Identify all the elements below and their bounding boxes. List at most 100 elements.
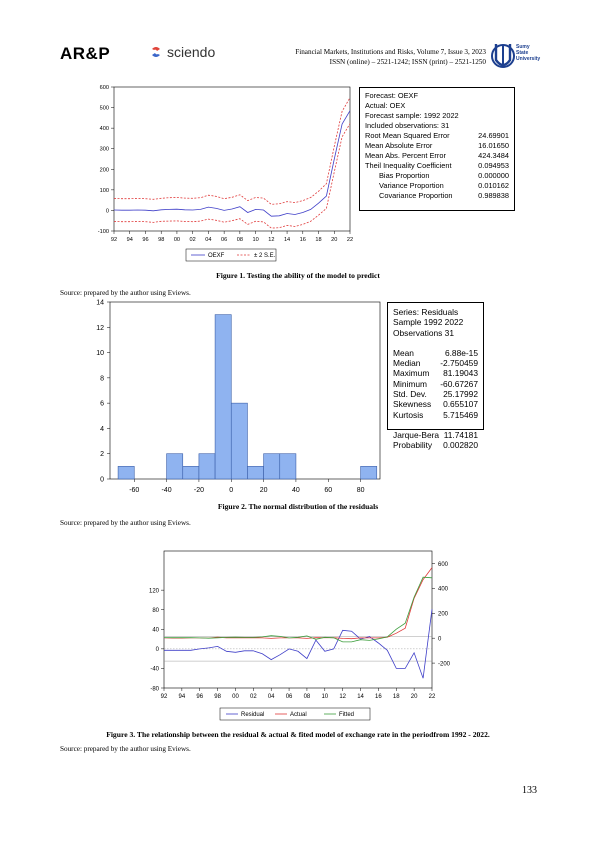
residual-stat-row: Jarque-Bera 11.74181 (393, 430, 478, 440)
stat-label: Std. Dev. (393, 389, 427, 400)
stat-label: Median (393, 358, 421, 369)
x-tick-label: 18 (393, 694, 400, 700)
x-tick-label: 96 (196, 694, 203, 700)
stat-value: 0.989838 (478, 191, 509, 200)
x-tick-label: 98 (214, 694, 221, 700)
y-tick-label: 0 (106, 208, 109, 214)
x-tick-label: 02 (190, 237, 196, 243)
left-y-tick-label: 80 (152, 608, 159, 614)
x-tick-label: -60 (129, 487, 139, 494)
histogram-bar (182, 466, 200, 480)
legend-label: ± 2 S.E. (254, 253, 276, 259)
y-tick-label: 600 (100, 85, 109, 91)
figure1-caption: Figure 1. Testing the ability of the mod… (216, 271, 380, 280)
figure1-source: Source: prepared by the author using Evi… (60, 289, 191, 297)
y-tick-label: 2 (100, 451, 104, 458)
journal-title-line: Financial Markets, Institutions and Risk… (295, 48, 486, 56)
left-y-tick-label: -80 (150, 686, 159, 692)
forecast-info-line: Forecast sample: 1992 2022 (365, 111, 459, 120)
histogram-bar (279, 453, 297, 480)
stat-label: Root Mean Squared Error (365, 131, 450, 140)
histogram-bar (263, 453, 281, 480)
x-tick-label: 0 (229, 487, 233, 494)
x-tick-label: 22 (429, 694, 436, 700)
left-y-tick-label: 120 (149, 588, 160, 594)
sciendo-logo: sciendo (149, 44, 215, 60)
right-y-tick-label: 200 (438, 612, 449, 618)
y-tick-label: 8 (100, 375, 104, 382)
series-info-line: Series: Residuals (393, 307, 459, 317)
x-tick-label: 02 (250, 694, 257, 700)
y-tick-label: 500 (100, 106, 109, 112)
y-tick-label: 10 (96, 350, 104, 357)
forecast-info-line: Actual: OEX (365, 101, 406, 110)
university-emblem-icon (491, 44, 515, 68)
x-tick-label: 18 (315, 237, 321, 243)
right-y-tick-label: 600 (438, 562, 449, 568)
histogram-bar (360, 466, 378, 480)
x-tick-label: 92 (161, 694, 168, 700)
arp-logo: AR&P (60, 44, 111, 63)
legend-label: OEXF (208, 253, 225, 259)
stat-label: Maximum (393, 368, 430, 379)
stat-label: Skewness (393, 399, 432, 410)
page-number: 133 (522, 785, 537, 796)
stat-label: Covariance Proportion (379, 191, 453, 200)
figure2-chart: 0 2 4 6 8 10 12 14 -60 -40 -20 0 20 40 60 80 (96, 300, 381, 494)
forecast-info-line: Included observations: 31 (365, 121, 450, 130)
stat-value: 0.010162 (478, 181, 509, 190)
y-tick-label: 14 (96, 300, 104, 307)
x-tick-label: 96 (142, 237, 148, 243)
x-tick-label: 20 (411, 694, 418, 700)
figure2-stats-box: Series: Residuals Sample 1992 2022 Observa… (387, 302, 484, 450)
x-tick-label: 04 (205, 237, 211, 243)
x-tick-label: 98 (158, 237, 164, 243)
university-name: Sumy State University (516, 44, 540, 62)
stat-value: 5.715469 (443, 409, 478, 420)
stat-label: Mean Absolute Error (365, 141, 433, 150)
series-info-line: Observations 31 (393, 327, 454, 338)
forecast-info-line: Forecast: OEXF (365, 91, 418, 100)
left-y-tick-label: 0 (156, 647, 160, 653)
histogram-bar (214, 314, 232, 480)
x-tick-label: 60 (324, 487, 332, 494)
x-tick-label: 00 (174, 237, 180, 243)
y-tick-label: 100 (100, 188, 109, 194)
x-tick-label: 08 (304, 694, 311, 700)
legend-box (185, 248, 277, 262)
sciendo-icon (152, 47, 160, 57)
stat-value: 424.3484 (478, 151, 509, 160)
x-tick-label: 40 (292, 487, 300, 494)
figure2-caption: Figure 2. The normal distribution of the… (217, 502, 379, 511)
plot-frame (113, 86, 351, 232)
legend-box (219, 707, 371, 721)
x-tick-label: 14 (284, 237, 290, 243)
histogram-bar (230, 402, 248, 480)
stat-label: Kurtosis (393, 409, 424, 420)
y-tick-label: 12 (96, 325, 104, 332)
residual-stat-row: Probability 0.002820 (393, 440, 478, 450)
series-info-line: Sample 1992 2022 (393, 317, 464, 328)
university-name-line-2: State (516, 50, 529, 56)
university-name-line-1: Sumy (516, 44, 530, 50)
series-line-residual (164, 609, 433, 679)
plot-frame (163, 550, 433, 689)
y-tick-label: 6 (100, 401, 104, 408)
x-tick-label: 80 (357, 487, 365, 494)
y-tick-label: 400 (100, 126, 109, 132)
stat-label: Minimum (393, 378, 427, 389)
right-y-tick-label: -200 (438, 661, 451, 667)
series-line-actual (163, 567, 433, 640)
histogram-bar (166, 453, 184, 480)
legend-label: Actual (290, 712, 307, 718)
legend-label: Fitted (339, 712, 354, 718)
journal-issn-line: ISSN (online) – 2521-1242; ISSN (print) … (329, 58, 486, 66)
stat-value: 25.17992 (443, 389, 478, 400)
stat-label: Bias Proportion (379, 171, 430, 180)
sciendo-wordmark: sciendo (167, 44, 216, 60)
stat-value: -60.67267 (440, 378, 478, 389)
histogram-bar (198, 453, 216, 480)
stat-value: -2.750459 (440, 358, 478, 369)
